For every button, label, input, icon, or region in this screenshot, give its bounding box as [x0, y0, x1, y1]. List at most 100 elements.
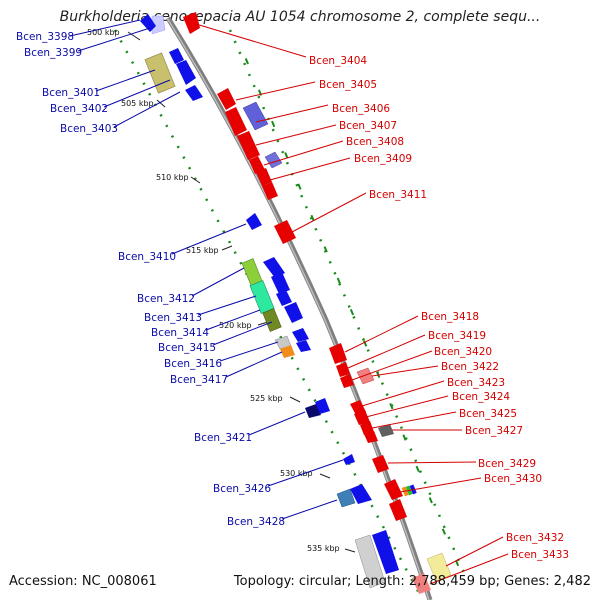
- tick-515: [221, 245, 233, 251]
- tick-535: [344, 548, 356, 553]
- tick-505: [156, 99, 166, 108]
- tick-500: [127, 31, 141, 41]
- gene-bcen-3433c[interactable]: [372, 530, 399, 574]
- gene-bcen-3416[interactable]: [296, 340, 311, 352]
- gene-bcen-3433b[interactable]: [354, 534, 386, 589]
- gene-bcen-3403[interactable]: [176, 60, 196, 85]
- gene-bcen-3408b[interactable]: [249, 156, 265, 174]
- tick-label-530: 530 kbp: [280, 469, 313, 478]
- label-bcen-3419[interactable]: Bcen_3419: [428, 330, 486, 342]
- label-bcen-3399[interactable]: Bcen_3399: [24, 47, 82, 59]
- gene-bcen-3413[interactable]: [271, 272, 290, 294]
- label-bcen-3414[interactable]: Bcen_3414: [151, 327, 209, 339]
- gene-bcen-3426[interactable]: [343, 454, 355, 465]
- tick-label-500: 500 kbp: [87, 28, 120, 37]
- gene-bcen-3405[interactable]: [217, 88, 236, 110]
- tick-label-515: 515 kbp: [186, 246, 219, 255]
- gene-bcen-3401[interactable]: [144, 52, 176, 94]
- reverse-strand-genes: [140, 14, 399, 589]
- tick-label-535: 535 kbp: [307, 544, 340, 553]
- label-bcen-3415[interactable]: Bcen_3415: [158, 342, 216, 354]
- gene-bcen-3421[interactable]: [305, 404, 321, 418]
- left-label-connectors: [69, 19, 344, 520]
- gene-bcen-3425b[interactable]: [364, 431, 378, 443]
- label-bcen-3421[interactable]: Bcen_3421: [194, 432, 252, 444]
- right-label-connectors: [195, 23, 509, 585]
- tick-label-505: 505 kbp: [121, 99, 154, 108]
- gene-bcen-3411[interactable]: [274, 220, 296, 244]
- label-bcen-3422[interactable]: Bcen_3422: [441, 361, 499, 373]
- label-bcen-3420[interactable]: Bcen_3420: [434, 346, 492, 358]
- right-gene-labels: Bcen_3404 Bcen_3405 Bcen_3406 Bcen_3407 …: [309, 55, 569, 561]
- gene-bcen-3422[interactable]: [356, 367, 375, 385]
- label-bcen-3423[interactable]: Bcen_3423: [447, 377, 505, 389]
- gene-bcen-3402[interactable]: [169, 48, 184, 64]
- label-bcen-3402[interactable]: Bcen_3402: [50, 103, 108, 115]
- label-bcen-3430[interactable]: Bcen_3430: [484, 473, 542, 485]
- label-bcen-3409[interactable]: Bcen_3409: [354, 153, 412, 165]
- label-bcen-3408[interactable]: Bcen_3408: [346, 136, 404, 148]
- label-bcen-3417[interactable]: Bcen_3417: [170, 374, 228, 386]
- gene-bcen-3415[interactable]: [292, 328, 309, 342]
- gene-bcen-3424[interactable]: [354, 410, 370, 425]
- gene-bcen-3420[interactable]: [340, 374, 354, 388]
- label-bcen-3410[interactable]: Bcen_3410: [118, 251, 176, 263]
- tick-marks: [127, 31, 356, 553]
- label-bcen-3405[interactable]: Bcen_3405: [319, 79, 377, 91]
- gene-bcen-3429[interactable]: [372, 455, 389, 473]
- label-bcen-3416[interactable]: Bcen_3416: [164, 358, 222, 370]
- gene-bcen-3425[interactable]: [360, 421, 374, 435]
- label-bcen-3427[interactable]: Bcen_3427: [465, 425, 523, 437]
- label-bcen-3424[interactable]: Bcen_3424: [452, 391, 510, 403]
- gene-bcen-3406b[interactable]: [225, 107, 247, 136]
- gene-bcen-3433[interactable]: [412, 573, 431, 594]
- gene-bcen-3409[interactable]: [256, 168, 272, 186]
- gene-bcen-3408[interactable]: [264, 151, 283, 169]
- label-bcen-3433[interactable]: Bcen_3433: [511, 549, 569, 561]
- accession-text: Accession: NC_008061: [9, 574, 157, 589]
- gene-bcen-3406[interactable]: [242, 101, 269, 131]
- gene-bcen-3430b[interactable]: [389, 499, 407, 521]
- gene-bcen-3432[interactable]: [426, 552, 452, 582]
- tick-525: [289, 396, 301, 403]
- gene-bcen-3414b[interactable]: [284, 302, 303, 323]
- gene-bcen-3399[interactable]: [140, 14, 156, 32]
- label-bcen-3411[interactable]: Bcen_3411: [369, 189, 427, 201]
- gene-bcen-3428[interactable]: [336, 488, 356, 508]
- label-bcen-3406[interactable]: Bcen_3406: [332, 103, 390, 115]
- tick-510: [190, 176, 201, 184]
- label-bcen-3398[interactable]: Bcen_3398: [16, 31, 74, 43]
- label-bcen-3426[interactable]: Bcen_3426: [213, 483, 271, 495]
- label-bcen-3401[interactable]: Bcen_3401: [42, 87, 100, 99]
- label-bcen-3413[interactable]: Bcen_3413: [144, 312, 202, 324]
- tick-530: [319, 473, 331, 479]
- gene-bcen-3421b[interactable]: [315, 398, 330, 414]
- label-bcen-3425[interactable]: Bcen_3425: [459, 408, 517, 420]
- gene-bcen-3417[interactable]: [280, 345, 295, 358]
- gene-bcen-3412[interactable]: [241, 258, 263, 286]
- label-bcen-3432[interactable]: Bcen_3432: [506, 532, 564, 544]
- gene-bcen-3414[interactable]: [262, 308, 282, 332]
- gene-bcen-3410[interactable]: [246, 213, 262, 230]
- label-bcen-3418[interactable]: Bcen_3418: [421, 311, 479, 323]
- label-bcen-3404[interactable]: Bcen_3404: [309, 55, 367, 67]
- gene-bcen-3428b[interactable]: [350, 484, 372, 504]
- label-bcen-3407[interactable]: Bcen_3407: [339, 120, 397, 132]
- gene-bcen-3404[interactable]: [183, 12, 200, 34]
- label-bcen-3412[interactable]: Bcen_3412: [137, 293, 195, 305]
- gene-bcen-3412c[interactable]: [263, 257, 285, 278]
- label-bcen-3429[interactable]: Bcen_3429: [478, 458, 536, 470]
- gene-bcen-3413b[interactable]: [276, 290, 292, 306]
- gene-bcen-3427[interactable]: [378, 424, 394, 437]
- gene-bcen-3419[interactable]: [336, 362, 350, 377]
- gene-bcen-3409b[interactable]: [262, 182, 278, 200]
- gene-bcen-3407[interactable]: [237, 131, 260, 160]
- gene-bcen-3403b[interactable]: [185, 85, 203, 101]
- label-bcen-3428[interactable]: Bcen_3428: [227, 516, 285, 528]
- map-title: Burkholderia cenocepacia AU 1054 chromos…: [59, 9, 541, 25]
- tick-label-525: 525 kbp: [250, 394, 283, 403]
- gene-bcen-3418[interactable]: [329, 343, 347, 364]
- label-bcen-3403[interactable]: Bcen_3403: [60, 123, 118, 135]
- gene-bcen-3430[interactable]: [384, 479, 403, 500]
